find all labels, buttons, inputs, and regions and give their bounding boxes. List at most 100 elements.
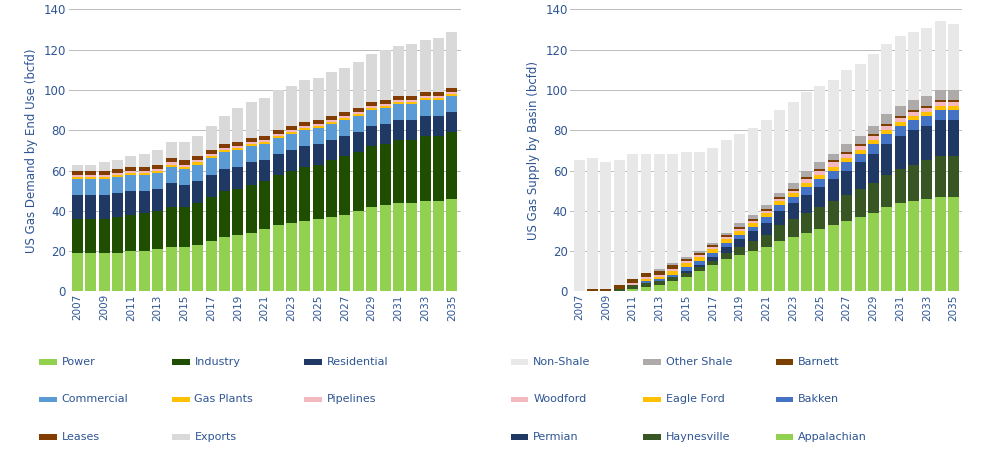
Bar [801,233,812,291]
Bar [366,106,377,108]
Bar [627,285,638,290]
Bar [721,239,732,243]
Bar [774,211,786,225]
Bar [908,112,919,116]
Bar [407,120,417,141]
Bar [761,223,772,235]
Bar [747,128,758,215]
Bar [152,169,163,171]
Bar [640,277,651,279]
Bar [99,253,110,291]
Bar [868,144,879,155]
Bar [935,90,946,100]
Bar [366,54,377,102]
Text: Exports: Exports [194,432,237,442]
Bar [179,247,190,291]
Bar [166,142,177,158]
Bar [419,100,431,116]
Bar [273,130,284,134]
Bar [868,213,879,291]
Bar [99,174,110,177]
Bar [72,253,82,291]
Bar [842,70,852,144]
Bar [312,128,324,144]
Bar [72,164,82,171]
Bar [246,144,257,146]
Bar [179,207,190,247]
Bar [219,169,230,191]
Bar [179,164,190,166]
Bar [366,126,377,146]
Bar [259,136,270,141]
Bar [735,134,745,223]
Bar [707,243,719,245]
Bar [192,203,203,245]
Bar [828,171,839,179]
Bar [99,171,110,174]
Bar [447,31,458,88]
Bar [735,223,745,227]
Bar [246,233,257,291]
Bar [694,265,705,267]
Bar [842,144,852,152]
Bar [85,253,96,291]
Bar [273,174,284,225]
Bar [761,213,772,217]
Bar [735,247,745,255]
Bar [842,152,852,155]
Bar [735,239,745,247]
Bar [949,106,959,110]
Bar [112,169,123,172]
Bar [205,126,217,150]
Bar [921,106,932,108]
Bar [273,225,284,291]
Bar [668,263,679,265]
Bar [192,136,203,157]
Bar [801,92,812,171]
Bar [774,201,786,205]
Bar [935,102,946,106]
Bar [761,211,772,213]
Bar [179,185,190,207]
Bar [895,122,905,126]
Bar [138,213,150,251]
Bar [447,132,458,199]
Bar [366,108,377,110]
Bar [707,247,719,249]
Bar [600,290,612,291]
Bar [721,235,732,237]
Bar [761,235,772,247]
Bar [735,229,745,231]
Bar [393,46,404,96]
Bar [908,130,919,164]
Bar [761,217,772,223]
Text: Eagle Ford: Eagle Ford [666,394,725,405]
Bar [326,120,337,122]
Bar [393,141,404,203]
Bar [138,155,150,166]
Bar [447,199,458,291]
Bar [668,277,679,282]
Bar [921,199,932,291]
Bar [573,160,584,291]
Bar [721,259,732,291]
Bar [668,265,679,269]
Bar [326,141,337,160]
Bar [72,179,82,195]
Bar [273,90,284,130]
Bar [419,92,431,96]
Bar [694,257,705,261]
Bar [747,231,758,241]
Bar [393,203,404,291]
Bar [419,96,431,98]
Bar [627,283,638,285]
Bar [614,285,625,290]
Bar [614,160,625,285]
Bar [152,172,163,188]
Bar [112,193,123,217]
Bar [126,251,136,291]
Bar [126,172,136,174]
Bar [353,62,363,108]
Bar [908,164,919,201]
Bar [286,150,297,171]
